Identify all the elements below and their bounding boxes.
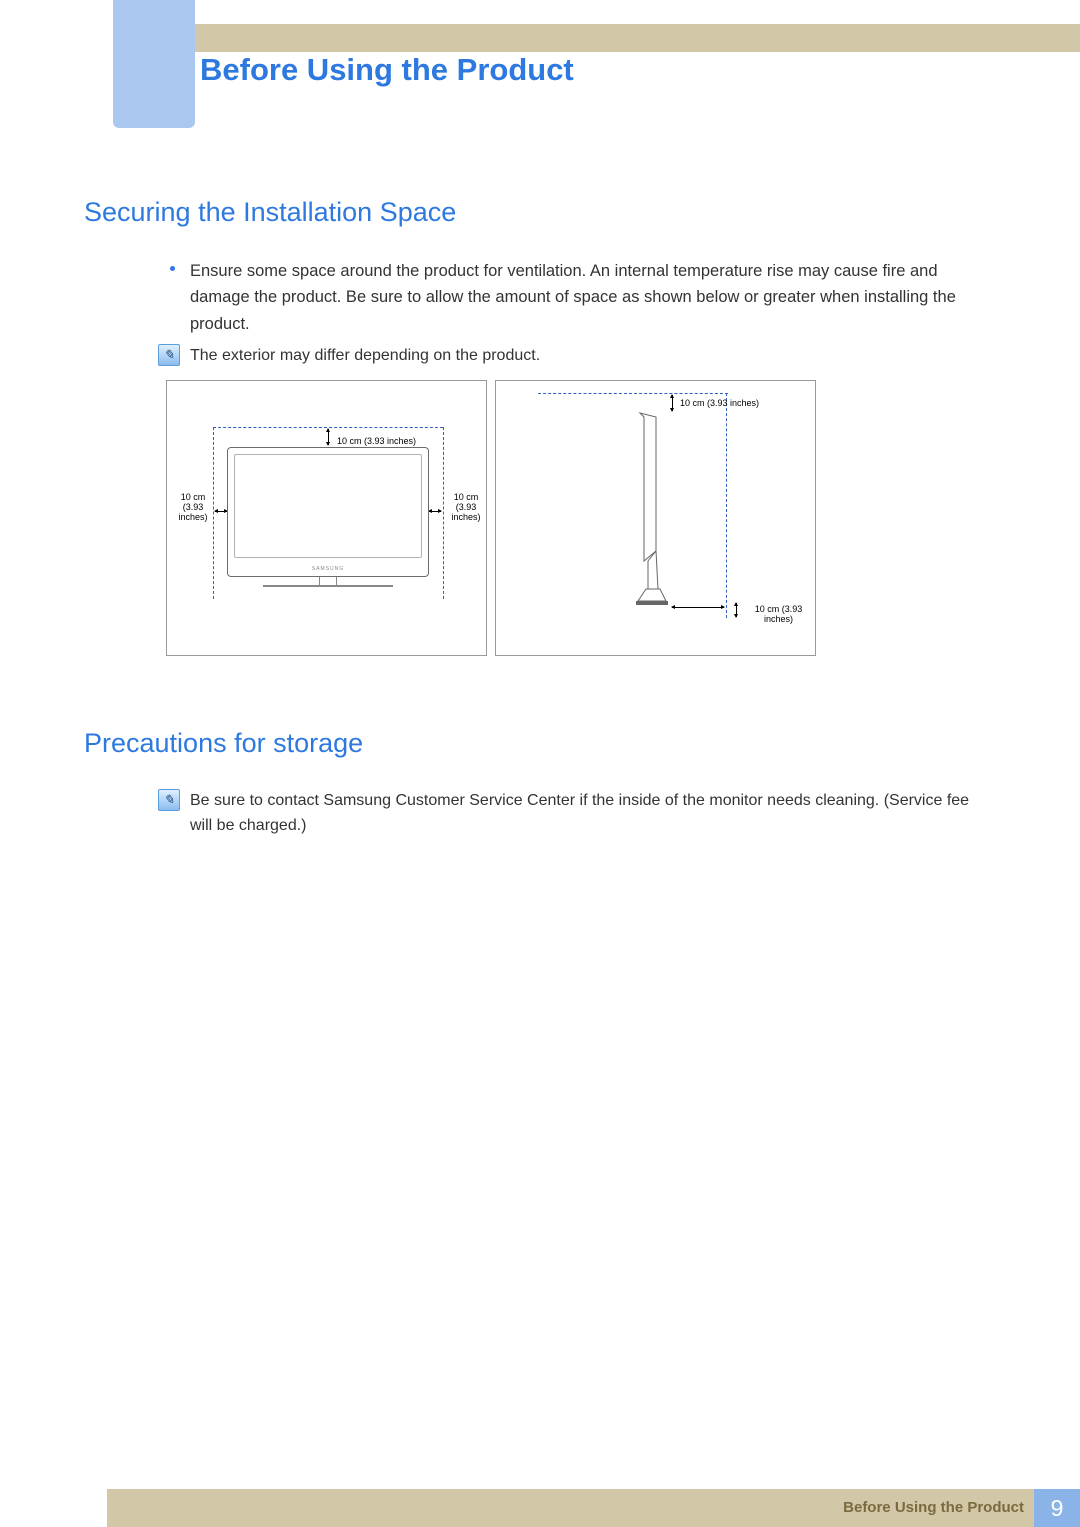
clearance-diagram: 10 cm (3.93 inches) 10 cm (3.93 inches) … [166,380,816,660]
brand-label: SAMSUNG [228,566,428,572]
note-2: ✎ Be sure to contact Samsung Customer Se… [158,789,970,839]
section1-bullet-text: Ensure some space around the product for… [190,258,970,337]
bullet-icon [170,266,175,271]
diagram-front-view: 10 cm (3.93 inches) 10 cm (3.93 inches) … [166,380,487,656]
note-1: ✎ The exterior may differ depending on t… [158,344,970,369]
note-1-text: The exterior may differ depending on the… [190,344,970,369]
label-side-top: 10 cm (3.93 inches) [680,399,759,409]
page-number: 9 [1034,1489,1080,1527]
header-bar [113,24,1080,52]
footer-chapter-label: Before Using the Product [843,1489,1024,1527]
chapter-title: Before Using the Product [200,52,574,88]
label-left-cm: 10 cm [181,492,206,502]
monitor-front: SAMSUNG [227,447,429,577]
header-tab [113,0,195,128]
label-right-in: (3.93 inches) [451,502,480,522]
section-title-2: Precautions for storage [84,728,363,759]
label-left-in: (3.93 inches) [178,502,207,522]
label-top: 10 cm (3.93 inches) [337,437,416,447]
label-right-cm: 10 cm [454,492,479,502]
monitor-side [636,411,668,607]
note-icon: ✎ [158,789,180,811]
note-icon: ✎ [158,344,180,366]
label-side-bottom: 10 cm (3.93 inches) [742,605,815,625]
note-2-text: Be sure to contact Samsung Customer Serv… [190,789,970,839]
section-title-1: Securing the Installation Space [84,197,456,228]
diagram-side-view: 10 cm (3.93 inches) 10 cm (3.93 inches) [495,380,816,656]
